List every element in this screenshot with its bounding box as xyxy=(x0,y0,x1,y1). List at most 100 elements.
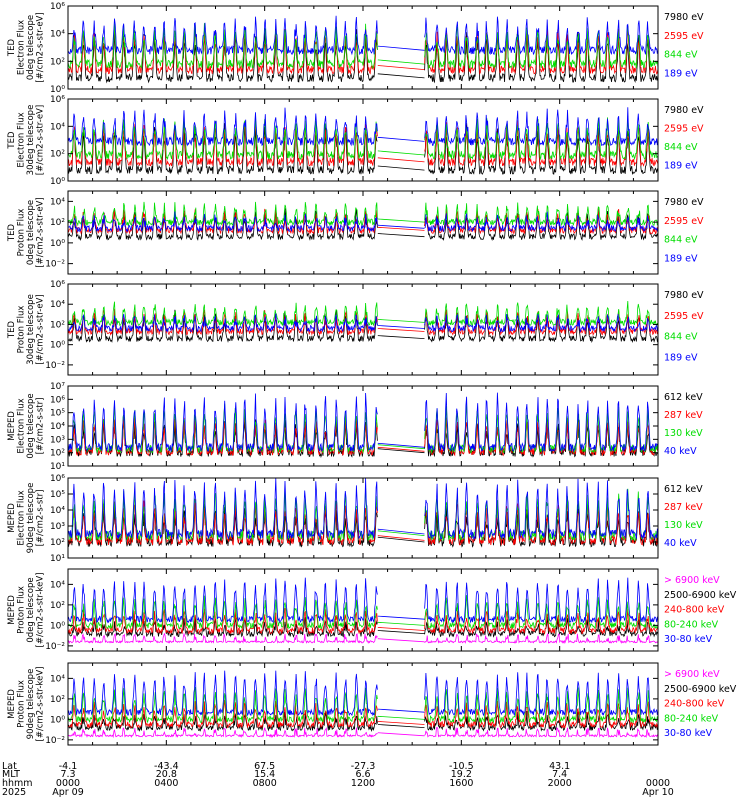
y-tick-label: 10⁰ xyxy=(50,341,65,351)
x-tick-label: 7.3 xyxy=(60,769,75,780)
y-tick-label: 10¹ xyxy=(50,554,65,564)
y-tick-label: 10³ xyxy=(50,522,65,532)
x-tick-label: 0400 xyxy=(154,778,178,789)
y-tick-label: 10³ xyxy=(50,435,65,445)
panel-2: 10⁰ 10² 10⁴ 10⁶ TED Electron Flux 30deg telesc… xyxy=(7,95,704,187)
series-5-4 xyxy=(67,392,659,453)
panel-7: 10⁻² 10⁰ 10² 10⁴ MEPED Proton Flux 0deg telesc… xyxy=(7,568,737,652)
series-8-3 xyxy=(67,700,659,729)
legend-entry: 80-240 keV xyxy=(664,619,719,630)
x-tick-label: 6.6 xyxy=(355,769,370,780)
series-7-4 xyxy=(67,595,659,630)
y-axis-label: MEPED xyxy=(7,689,17,719)
x-tick-label: -27.3 xyxy=(351,761,376,772)
x-date-label: Apr 09 xyxy=(52,787,84,798)
x-row-label: hhmm xyxy=(2,778,33,789)
legend-entry: 30-80 keV xyxy=(664,728,713,739)
y-axis-label: 30deg telescope xyxy=(26,294,36,365)
panel-1: 10⁰ 10² 10⁴ 10⁶ TED Electron Flux 0deg telesco… xyxy=(7,2,704,95)
series-3-3 xyxy=(67,201,659,227)
y-axis-label: [#/cm2-s-str] xyxy=(36,398,46,455)
y-axis-label: Electron Flux xyxy=(17,20,27,75)
legend-entry: 2595 eV xyxy=(664,31,704,42)
x-row-label: Lat xyxy=(2,761,17,772)
legend-entry: 7980 eV xyxy=(664,197,704,208)
legend-entry: > 6900 keV xyxy=(664,669,720,680)
y-tick-label: 10⁰ xyxy=(50,715,65,725)
y-axis-label: Proton Flux xyxy=(17,586,27,634)
y-axis-label: 0deg telescope xyxy=(26,200,36,265)
y-tick-label: 10² xyxy=(50,601,65,611)
y-tick-label: 10² xyxy=(50,538,65,548)
y-tick-label: 10⁵ xyxy=(50,490,65,500)
y-axis-label: 0deg telescope xyxy=(26,15,36,80)
panel-6: 10¹ 10² 10³ 10⁴ 10⁵ 10⁶ MEPED Electron Flux 90de… xyxy=(7,474,703,564)
legend-entry: 844 eV xyxy=(664,332,698,343)
series-7-1 xyxy=(67,632,659,644)
series-4-3 xyxy=(67,300,659,327)
y-axis-label: Proton Flux xyxy=(17,306,27,354)
panel-3: 10⁻² 10⁰ 10² 10⁴ TED Proton Flux 0deg telescop… xyxy=(7,190,704,275)
series-6-4 xyxy=(67,478,659,541)
legend-entry: 2595 eV xyxy=(664,124,704,135)
series-7-2 xyxy=(67,616,659,638)
x-tick-label: 0000 xyxy=(646,778,670,789)
x-tick-label: 1600 xyxy=(449,778,473,789)
y-tick-label: 10⁰ xyxy=(50,177,65,187)
y-axis-label: [#/cm2-s-str-keV] xyxy=(36,573,46,648)
y-axis-label: TED xyxy=(7,223,17,242)
legend-entry: 80-240 keV xyxy=(664,713,719,724)
x-tick-label: 67.5 xyxy=(254,761,275,772)
y-axis-label: Proton Flux xyxy=(17,680,27,728)
y-tick-label: 10⁶ xyxy=(50,95,65,105)
y-tick-label: 10⁶ xyxy=(50,2,65,12)
legend-entry: 2595 eV xyxy=(664,216,704,227)
legend-entry: 844 eV xyxy=(664,50,698,61)
x-row-label: 2025 xyxy=(2,787,26,798)
legend-entry: 287 keV xyxy=(664,502,703,513)
y-axis-label: 90deg telescope xyxy=(26,483,36,554)
y-tick-label: 10⁴ xyxy=(50,197,65,207)
y-axis-label: MEPED xyxy=(7,411,17,441)
legend-entry: 7980 eV xyxy=(664,105,704,116)
x-tick-label: 2000 xyxy=(548,778,572,789)
x-tick-label: 19.2 xyxy=(451,769,472,780)
y-axis-label: Electron Flux xyxy=(17,112,27,167)
y-tick-label: 10² xyxy=(50,320,65,330)
y-tick-label: 10⁴ xyxy=(50,506,65,516)
series-3-4 xyxy=(67,211,659,233)
y-axis-label: Electron Flux xyxy=(17,490,27,545)
y-tick-label: 10⁴ xyxy=(50,674,65,684)
y-tick-label: 10² xyxy=(50,150,65,160)
legend-entry: 40 keV xyxy=(664,538,697,549)
panel-4: 10⁻² 10⁰ 10² 10⁴ 10⁶ TED Proton Flux 30deg tele… xyxy=(7,280,704,376)
y-axis-label: TED xyxy=(7,320,17,339)
y-tick-label: 10⁻² xyxy=(45,736,65,746)
y-axis-label: TED xyxy=(7,38,17,57)
y-tick-label: 10⁰ xyxy=(50,239,65,249)
series-4-4 xyxy=(67,313,659,334)
legend-entry: 2500-6900 keV xyxy=(664,684,737,695)
y-axis-label: [#/cm2-s-str-eV] xyxy=(36,197,46,267)
y-axis-label: TED xyxy=(7,131,17,150)
panel-8: 10⁻² 10⁰ 10² 10⁴ MEPED Proton Flux 90deg teles… xyxy=(7,662,737,746)
y-tick-label: 10² xyxy=(50,218,65,228)
legend-entry: 7980 eV xyxy=(664,12,704,23)
legend-entry: 189 eV xyxy=(664,68,698,79)
y-tick-label: 10⁶ xyxy=(50,280,65,290)
y-axis-label: 0deg telescope xyxy=(26,577,36,642)
x-tick-label: -43.4 xyxy=(154,761,179,772)
legend-entry: 30-80 keV xyxy=(664,634,713,645)
y-tick-label: 10² xyxy=(50,449,65,459)
x-date-label: Apr 10 xyxy=(642,787,674,798)
y-axis-label: [#/cm2-s-str-eV] xyxy=(36,294,46,364)
x-tick-label: -10.5 xyxy=(449,761,474,772)
x-tick-label: 20.8 xyxy=(156,769,177,780)
legend-entry: 130 keV xyxy=(664,428,703,439)
legend-entry: 287 keV xyxy=(664,410,703,421)
y-tick-label: 10⁷ xyxy=(50,382,65,392)
y-tick-label: 10⁴ xyxy=(50,580,65,590)
x-tick-label: 1200 xyxy=(351,778,375,789)
x-tick-label: 15.4 xyxy=(254,769,275,780)
